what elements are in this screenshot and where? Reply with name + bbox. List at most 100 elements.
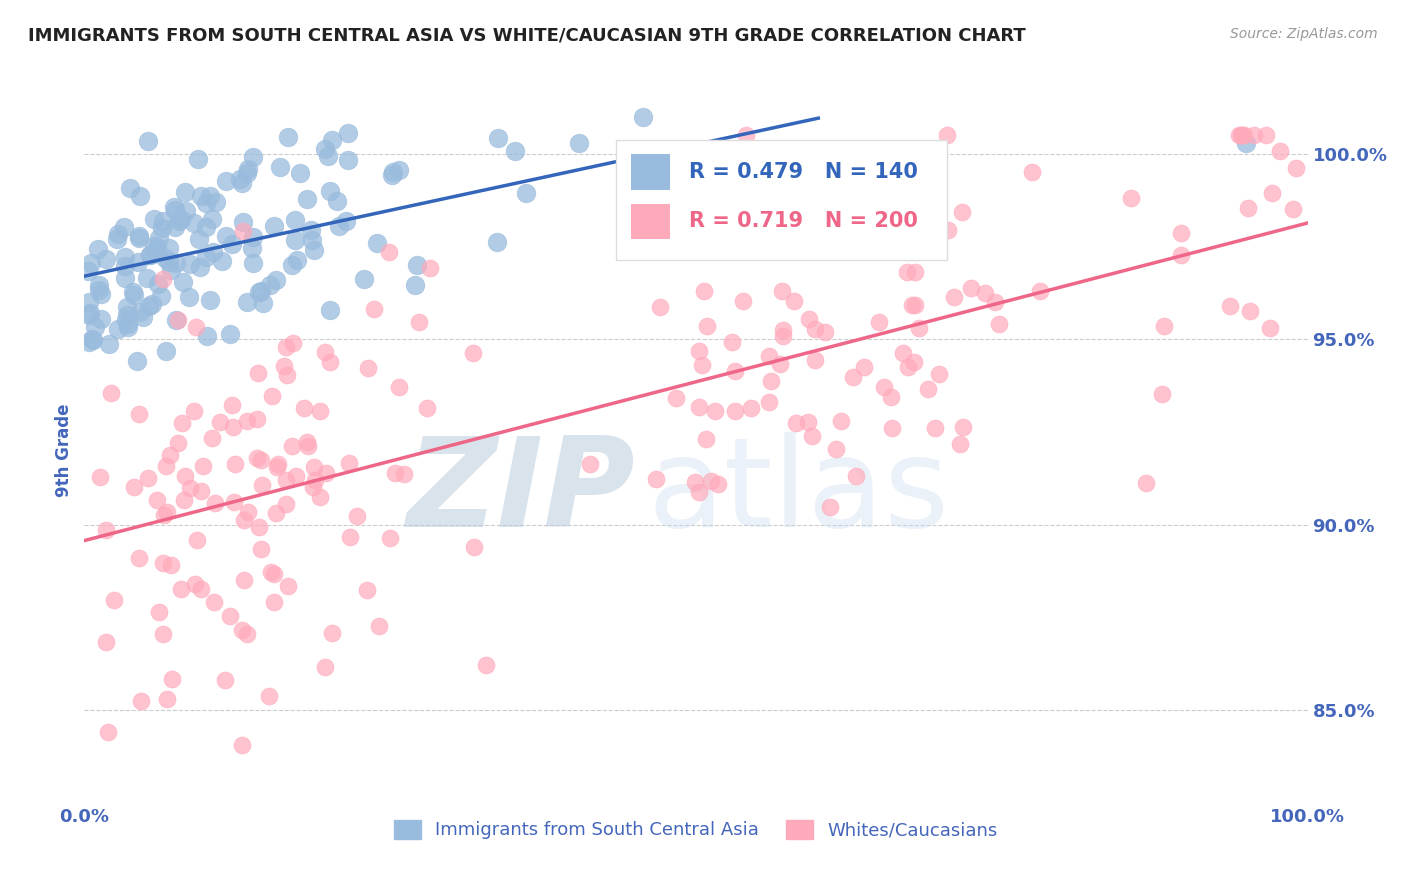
Point	[950, 204, 973, 219]
Point	[219, 326, 242, 341]
Point	[758, 394, 780, 409]
Point	[231, 177, 253, 191]
Point	[783, 294, 806, 309]
Point	[160, 672, 183, 686]
Point	[100, 385, 122, 400]
Point	[114, 312, 136, 326]
Point	[882, 421, 904, 435]
Point	[166, 436, 188, 450]
Point	[299, 223, 322, 237]
Point	[165, 313, 187, 327]
Point	[897, 360, 920, 375]
Point	[114, 260, 136, 274]
Point	[683, 475, 706, 490]
Point	[475, 657, 498, 672]
Point	[221, 237, 243, 252]
Point	[247, 285, 270, 299]
Point	[1261, 186, 1284, 201]
Point	[157, 255, 180, 269]
Point	[578, 458, 600, 472]
Point	[309, 490, 332, 504]
Point	[115, 301, 138, 315]
Point	[124, 480, 146, 494]
Point	[382, 165, 405, 179]
Point	[231, 739, 253, 753]
Point	[215, 173, 238, 187]
Point	[903, 355, 925, 369]
Point	[1285, 161, 1308, 175]
Point	[152, 272, 174, 286]
Point	[167, 214, 190, 228]
Point	[128, 231, 150, 245]
Point	[263, 219, 285, 233]
Point	[952, 420, 974, 434]
Point	[696, 318, 718, 333]
Point	[277, 579, 299, 593]
Text: atlas: atlas	[647, 433, 949, 553]
Point	[187, 152, 209, 166]
Point	[302, 480, 325, 494]
Point	[150, 221, 173, 235]
Point	[201, 431, 224, 445]
Point	[153, 508, 176, 522]
Point	[127, 255, 149, 269]
Point	[353, 272, 375, 286]
Point	[380, 531, 402, 545]
Point	[165, 256, 187, 270]
Point	[96, 252, 118, 267]
Point	[242, 255, 264, 269]
Point	[122, 288, 145, 302]
Point	[285, 469, 308, 483]
Point	[1227, 128, 1250, 143]
Point	[842, 370, 865, 384]
Point	[107, 227, 129, 241]
Point	[117, 318, 139, 332]
Point	[190, 582, 212, 596]
Point	[195, 329, 218, 343]
Point	[648, 300, 671, 314]
Point	[326, 194, 349, 208]
Text: ZIP: ZIP	[406, 433, 636, 553]
Point	[94, 523, 117, 537]
Point	[868, 314, 890, 328]
Point	[463, 346, 485, 360]
Point	[740, 401, 762, 416]
Point	[188, 232, 211, 246]
Point	[485, 235, 508, 250]
Point	[260, 565, 283, 579]
Point	[142, 211, 165, 226]
Point	[880, 390, 903, 404]
Point	[924, 421, 946, 435]
Point	[183, 576, 205, 591]
Point	[231, 624, 253, 638]
Point	[277, 129, 299, 144]
Point	[195, 196, 218, 211]
Point	[149, 288, 172, 302]
Point	[749, 178, 772, 193]
Point	[801, 429, 824, 443]
Point	[77, 264, 100, 278]
Point	[236, 161, 259, 176]
Point	[262, 389, 284, 403]
Point	[190, 189, 212, 203]
Point	[959, 281, 981, 295]
Point	[236, 295, 259, 310]
Point	[136, 471, 159, 485]
Point	[304, 473, 326, 487]
Point	[174, 185, 197, 199]
Point	[292, 401, 315, 415]
Point	[284, 213, 307, 227]
Point	[128, 407, 150, 421]
Point	[139, 248, 162, 262]
Point	[319, 184, 342, 198]
Point	[89, 277, 111, 292]
Point	[904, 265, 927, 279]
Point	[336, 153, 359, 167]
Point	[114, 250, 136, 264]
Text: R = 0.719   N = 200: R = 0.719 N = 200	[689, 211, 918, 231]
Point	[156, 692, 179, 706]
Point	[232, 224, 254, 238]
Point	[163, 219, 186, 234]
Point	[1119, 191, 1142, 205]
Point	[246, 451, 269, 466]
